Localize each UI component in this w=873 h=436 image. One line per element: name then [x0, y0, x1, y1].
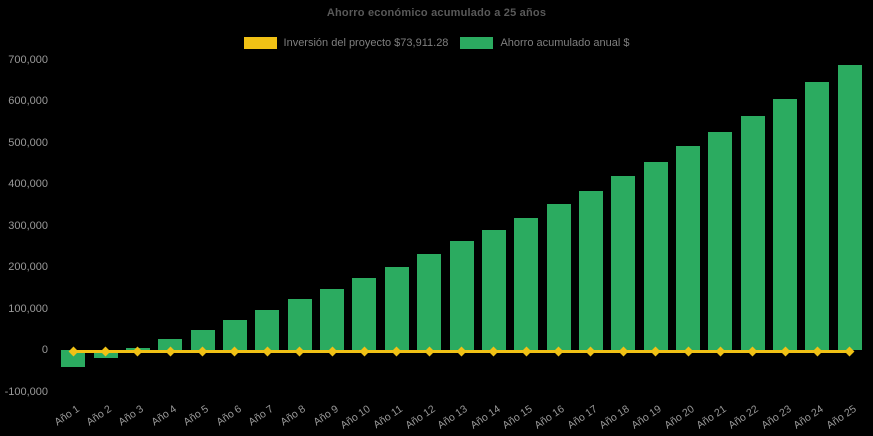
x-axis-label: Año 7: [246, 402, 276, 428]
x-axis-label: Año 11: [371, 402, 406, 431]
x-axis-label: Año 13: [435, 402, 470, 432]
x-axis-label: Año 19: [629, 402, 665, 432]
legend-item-savings: Ahorro acumulado anual $: [460, 37, 629, 49]
x-axis-label: Año 21: [694, 402, 729, 432]
x-axis-label: Año 5: [181, 402, 211, 428]
y-axis-label: 500,000: [8, 136, 48, 149]
bar-año-1: [61, 350, 86, 367]
bar-año-8: [287, 299, 312, 351]
investment-swatch-icon: [243, 37, 277, 49]
x-axis-label: Año 6: [213, 402, 244, 428]
bar-año-23: [773, 98, 798, 351]
bar-año-12: [417, 254, 442, 351]
x-axis-label: Año 17: [565, 402, 600, 432]
x-axis-label: Año 8: [278, 402, 309, 428]
y-axis-label: 200,000: [8, 261, 48, 274]
bar-año-4: [158, 338, 183, 351]
legend-item-investment: Inversión del proyecto $73,911.28: [243, 37, 449, 49]
x-axis-label: Año 15: [500, 402, 535, 432]
x-axis-label: Año 18: [597, 402, 632, 432]
x-axis-label: Año 2: [84, 402, 114, 428]
x-axis-label: Año 23: [759, 402, 794, 432]
y-axis-label: 300,000: [8, 219, 48, 232]
y-axis-label: -100,000: [4, 385, 48, 398]
x-axis-label: Año 1: [52, 402, 82, 428]
bar-año-15: [514, 217, 539, 351]
x-axis-label: Año 10: [338, 402, 373, 432]
legend-label-investment: Inversión del proyecto $73,911.28: [283, 37, 449, 49]
x-axis-label: Año 4: [149, 402, 179, 428]
bar-año-10: [352, 277, 377, 351]
x-axis-label: Año 16: [532, 402, 567, 432]
bar-año-14: [481, 230, 506, 351]
chart-title: Ahorro económico acumulado a 25 años: [326, 7, 547, 19]
x-axis-label: Año 3: [116, 402, 147, 428]
bar-año-24: [805, 82, 830, 351]
legend-label-savings: Ahorro acumulado anual $: [500, 37, 630, 49]
bar-año-17: [578, 190, 603, 351]
x-axis-label: Año 12: [403, 402, 438, 432]
y-axis-label: 100,000: [8, 302, 48, 315]
x-axis-label: Año 24: [791, 402, 826, 432]
x-axis-label: Año 14: [467, 402, 503, 432]
bar-año-22: [740, 115, 765, 351]
bar-año-13: [449, 241, 474, 351]
x-axis-label: Año 25: [823, 402, 859, 432]
bar-año-20: [676, 145, 701, 351]
bar-año-9: [320, 289, 345, 351]
bar-año-19: [643, 161, 668, 351]
x-axis-label: Año 22: [726, 402, 762, 432]
y-axis-label: 600,000: [8, 95, 48, 108]
bar-año-7: [255, 310, 280, 351]
legend: Inversión del proyecto $73,911.28 Ahorro…: [0, 37, 873, 49]
bar-año-18: [611, 176, 636, 351]
x-axis-label: Año 20: [662, 402, 697, 432]
bar-año-5: [190, 330, 215, 351]
bar-año-21: [708, 132, 733, 351]
y-axis-label: 0: [41, 344, 48, 357]
y-axis-label: 700,000: [8, 54, 48, 66]
bar-año-11: [384, 266, 409, 351]
bar-año-25: [837, 65, 862, 351]
savings-swatch-icon: [460, 37, 494, 49]
x-axis-label: Año 9: [310, 402, 341, 428]
bar-año-16: [546, 203, 571, 351]
y-axis-label: 400,000: [8, 178, 48, 191]
bar-año-6: [222, 320, 247, 351]
